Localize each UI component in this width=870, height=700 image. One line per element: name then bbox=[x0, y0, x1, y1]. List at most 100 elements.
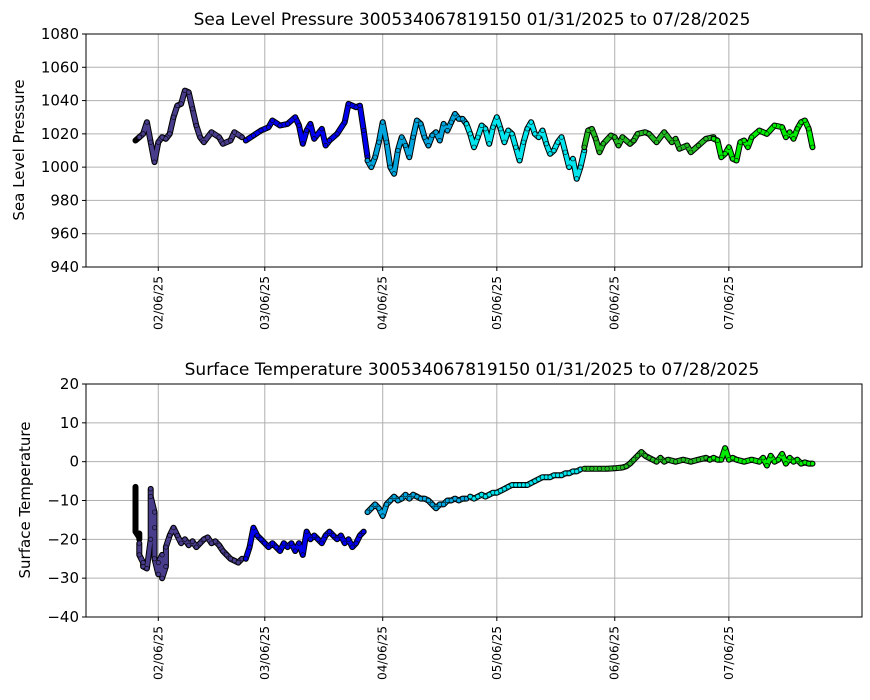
data-point bbox=[749, 457, 755, 463]
y-tick-label: 10 bbox=[60, 414, 79, 432]
data-point bbox=[809, 144, 815, 150]
data-point bbox=[262, 540, 268, 546]
data-point bbox=[589, 126, 595, 132]
data-point bbox=[558, 472, 564, 478]
data-point bbox=[733, 457, 739, 463]
data-point bbox=[323, 143, 329, 149]
data-point bbox=[809, 461, 815, 467]
data-point bbox=[155, 560, 161, 566]
data-point bbox=[790, 459, 796, 465]
data-point bbox=[315, 536, 321, 542]
x-ticks: 02/06/25 03/06/25 04/06/25 05/06/25 06/06/25… bbox=[151, 617, 736, 680]
data-point bbox=[532, 131, 538, 137]
data-point bbox=[193, 544, 199, 550]
data-point bbox=[319, 126, 325, 132]
data-point bbox=[152, 556, 158, 562]
data-point bbox=[726, 144, 732, 150]
data-point bbox=[334, 536, 340, 542]
data-point bbox=[357, 103, 363, 109]
data-point bbox=[148, 536, 154, 542]
data-point bbox=[376, 505, 382, 511]
data-point bbox=[148, 139, 154, 145]
data-point bbox=[402, 143, 408, 149]
data-point bbox=[364, 509, 370, 515]
data-point bbox=[562, 149, 568, 155]
data-point bbox=[635, 131, 641, 137]
data-point bbox=[140, 563, 146, 569]
data-point bbox=[494, 114, 500, 120]
data-point bbox=[635, 453, 641, 459]
surface-temperature-chart: Surface Temperature 300534067819150 01/3… bbox=[16, 360, 863, 680]
data-point bbox=[266, 124, 272, 130]
data-point bbox=[235, 560, 241, 566]
data-point bbox=[665, 457, 671, 463]
data-point bbox=[673, 136, 679, 142]
data-point bbox=[768, 453, 774, 459]
data-point bbox=[304, 128, 310, 134]
data-point bbox=[558, 134, 564, 140]
data-point bbox=[448, 119, 454, 125]
data-point bbox=[387, 497, 393, 503]
data-point bbox=[661, 129, 667, 135]
data-point bbox=[345, 536, 351, 542]
data-point bbox=[661, 459, 667, 465]
data-point bbox=[193, 123, 199, 129]
data-point bbox=[277, 548, 283, 554]
data-point bbox=[532, 478, 538, 484]
data-point bbox=[243, 556, 249, 562]
data-point bbox=[623, 463, 629, 469]
data-point bbox=[547, 151, 553, 157]
data-point bbox=[467, 494, 473, 500]
data-point bbox=[228, 556, 234, 562]
data-point bbox=[250, 525, 256, 531]
x-tick-label: 07/06/25 bbox=[722, 626, 736, 680]
data-point bbox=[178, 540, 184, 546]
data-point bbox=[361, 529, 367, 535]
data-point bbox=[167, 131, 173, 137]
data-point bbox=[574, 176, 580, 182]
data-point bbox=[425, 143, 431, 149]
data-point bbox=[155, 139, 161, 145]
data-point bbox=[524, 482, 530, 488]
data-point bbox=[764, 462, 770, 468]
data-point bbox=[304, 529, 310, 535]
data-point bbox=[361, 128, 367, 134]
data-point bbox=[669, 139, 675, 145]
data-point bbox=[186, 89, 192, 95]
data-point bbox=[505, 128, 511, 134]
y-tick-label: −30 bbox=[47, 569, 79, 587]
data-point bbox=[421, 496, 427, 502]
data-point bbox=[673, 459, 679, 465]
data-point bbox=[372, 154, 378, 160]
data-point bbox=[418, 121, 424, 127]
data-point bbox=[311, 532, 317, 538]
data-point bbox=[574, 468, 580, 474]
data-point bbox=[536, 134, 542, 140]
data-point bbox=[300, 141, 306, 147]
data-point bbox=[140, 131, 146, 137]
y-tick-label: 1040 bbox=[41, 92, 79, 110]
data-point bbox=[205, 534, 211, 540]
data-point bbox=[475, 134, 481, 140]
y-axis-label: Sea Level Pressure bbox=[10, 79, 28, 220]
data-point bbox=[714, 138, 720, 144]
y-tick-label: −10 bbox=[47, 492, 79, 510]
data-point bbox=[197, 540, 203, 546]
x-tick-label: 02/06/25 bbox=[151, 626, 165, 680]
y-tick-label: 960 bbox=[50, 225, 79, 243]
x-tick-label: 02/06/25 bbox=[151, 276, 165, 330]
y-tick-label: 20 bbox=[60, 375, 79, 393]
data-point bbox=[463, 121, 469, 127]
data-point bbox=[676, 146, 682, 152]
data-point bbox=[159, 575, 165, 581]
data-point bbox=[163, 136, 169, 142]
y-tick-label: 940 bbox=[50, 258, 79, 276]
data-point bbox=[391, 171, 397, 177]
data-point bbox=[307, 121, 313, 127]
data-point bbox=[136, 530, 142, 536]
data-point bbox=[144, 119, 150, 125]
data-point bbox=[581, 144, 587, 150]
data-point bbox=[482, 126, 488, 132]
data-point bbox=[133, 484, 139, 490]
data-point bbox=[764, 131, 770, 137]
